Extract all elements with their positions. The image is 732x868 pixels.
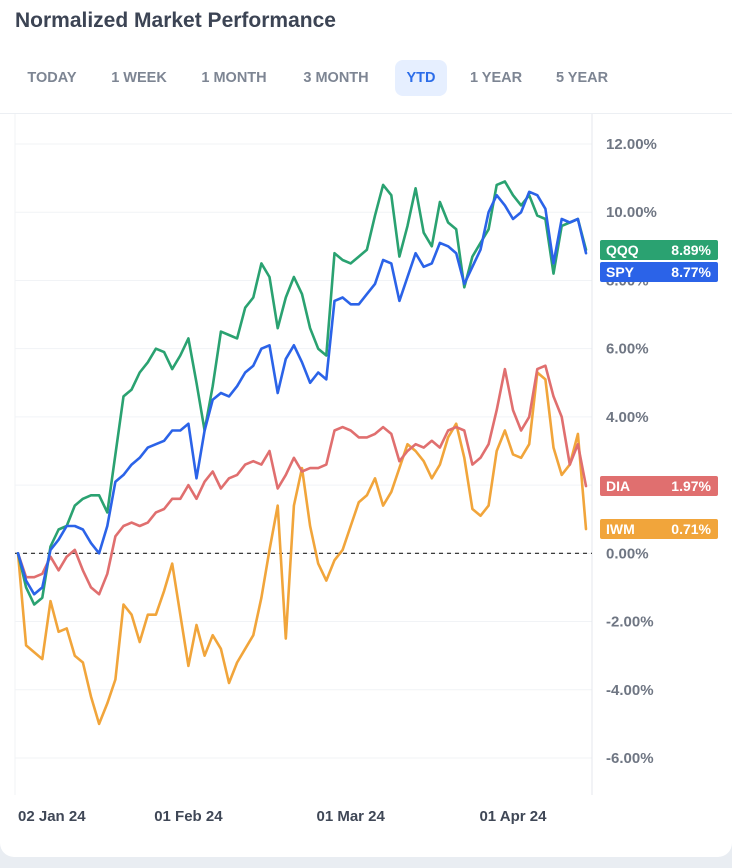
timeframe-tabs: TODAY 1 WEEK 1 MONTH 3 MONTH YTD 1 YEAR … [0, 60, 732, 96]
y-tick-label: 12.00% [606, 136, 657, 153]
y-tick-label: -4.00% [606, 682, 654, 699]
y-tick-label: -2.00% [606, 614, 654, 631]
badge-dia: DIA 1.97% [600, 476, 718, 497]
page-title: Normalized Market Performance [15, 9, 336, 32]
badge-symbol: DIA [606, 478, 631, 495]
y-tick-label: 10.00% [606, 204, 657, 221]
tab-today[interactable]: TODAY [27, 70, 77, 86]
badge-symbol: QQQ [606, 241, 639, 258]
tab-1-week[interactable]: 1 WEEK [111, 70, 167, 86]
y-tick-label: 6.00% [606, 341, 649, 358]
tab-3-month[interactable]: 3 MONTH [303, 70, 369, 86]
y-tick-label: 0.00% [606, 545, 649, 562]
badge-value: 0.71% [671, 521, 711, 538]
series-line-iwm [16, 371, 588, 726]
tab-1-month[interactable]: 1 MONTH [201, 70, 267, 86]
badge-value: 8.77% [671, 263, 711, 280]
series-line-spy [16, 190, 588, 596]
badge-value: 8.89% [671, 241, 711, 258]
series-line-qqq [16, 180, 588, 606]
tab-5-year[interactable]: 5 YEAR [555, 70, 609, 86]
badge-qqq: QQQ 8.89% [600, 239, 718, 260]
series-line-dia [16, 364, 588, 596]
y-tick-label: -6.00% [606, 750, 654, 767]
badge-symbol: SPY [606, 263, 635, 280]
tab-1-year[interactable]: 1 YEAR [469, 70, 523, 86]
badge-iwm: IWM 0.71% [600, 519, 718, 540]
x-tick-label: 02 Jan 24 [18, 808, 86, 825]
tab-ytd[interactable]: YTD [395, 60, 447, 96]
x-tick-label: 01 Mar 24 [316, 808, 385, 825]
x-tick-label: 01 Feb 24 [154, 808, 223, 825]
y-tick-label: 4.00% [606, 409, 649, 426]
badge-spy: SPY 8.77% [600, 261, 718, 282]
x-tick-label: 01 Apr 24 [479, 808, 547, 825]
header-divider [0, 113, 732, 114]
badge-symbol: IWM [606, 521, 635, 538]
badge-value: 1.97% [671, 478, 711, 495]
